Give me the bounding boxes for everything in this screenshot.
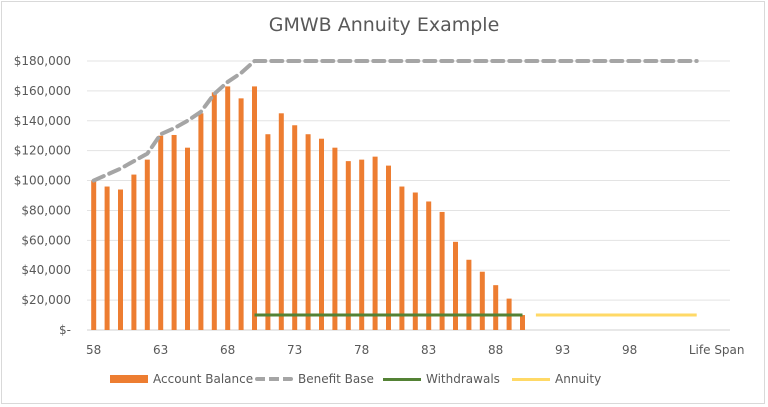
bar-account-balance [520,315,525,330]
y-tick-label: $80,000 [21,203,71,217]
bar-account-balance [118,189,123,330]
bar-account-balance [439,211,445,330]
y-tick-label: $60,000 [21,233,71,247]
bar-account-balance [104,186,110,330]
bar-account-balance [345,161,351,330]
y-tick-label: $120,000 [14,144,71,158]
bar-account-balance [225,86,231,331]
bar-account-balance [185,147,190,330]
x-tick-label: 98 [622,343,637,357]
line-swatch-icon [512,377,550,381]
bar-account-balance [278,113,284,330]
y-tick-label: $20,000 [21,293,71,307]
bar-account-balance [131,174,137,330]
x-tick-label: 83 [421,343,436,357]
x-tick-label: 63 [153,343,168,357]
bar-account-balance [171,134,177,330]
x-tick-label: 88 [488,343,503,357]
x-tick-label: Life Span [689,343,745,357]
bar-account-balance [372,156,378,330]
bar-account-balance [198,113,204,330]
bar-account-balance [426,201,432,330]
bar-account-balance [265,134,271,330]
bar-swatch-icon [110,375,148,383]
legend-item-account-balance: Account Balance [110,372,253,386]
legend-label: Account Balance [153,372,254,386]
bar-account-balance [238,98,244,330]
x-tick-label: 93 [555,343,570,357]
line-benefit-base [91,59,699,183]
bar-account-balance [319,138,324,330]
legend-label: Withdrawals [426,372,500,386]
x-tick-label: 68 [220,343,235,357]
chart-title: GMWB Annuity Example [268,14,500,36]
x-tick-label: 78 [354,343,369,357]
bar-account-balance [211,92,217,330]
chart-legend: Account Balance Benefit Base Withdrawals… [0,372,768,392]
legend-item-benefit-base: Benefit Base [255,372,374,386]
x-tick-label: 73 [287,343,302,357]
bar-account-balance [386,165,391,330]
y-tick-label: $180,000 [14,54,71,68]
line-swatch-icon [383,377,421,381]
bar-account-balance [493,285,499,330]
bar-account-balance [252,86,257,331]
dashed-line-swatch-icon [255,377,293,381]
bar-account-balance [453,241,458,330]
bar-account-balance [91,180,97,330]
bar-account-balance [292,125,298,330]
legend-label: Annuity [555,372,602,386]
bar-account-balance [158,135,164,330]
legend-label: Benefit Base [298,372,374,386]
y-tick-label: $140,000 [14,114,71,128]
bar-account-balance [359,159,365,330]
y-tick-label: $160,000 [14,84,71,98]
bar-account-balance [144,159,150,330]
legend-item-withdrawals: Withdrawals [383,372,500,386]
y-tick-label: $40,000 [21,263,71,277]
bar-account-balance [479,271,485,330]
bar-account-balance [399,186,405,330]
y-tick-label: $100,000 [14,174,71,188]
bar-account-balance [412,192,418,330]
x-tick-label: 58 [86,343,101,357]
y-tick-label: $- [59,323,71,337]
legend-item-annuity: Annuity [512,372,601,386]
bar-account-balance [466,259,472,330]
bar-account-balance [332,147,338,330]
bar-account-balance [305,134,311,330]
